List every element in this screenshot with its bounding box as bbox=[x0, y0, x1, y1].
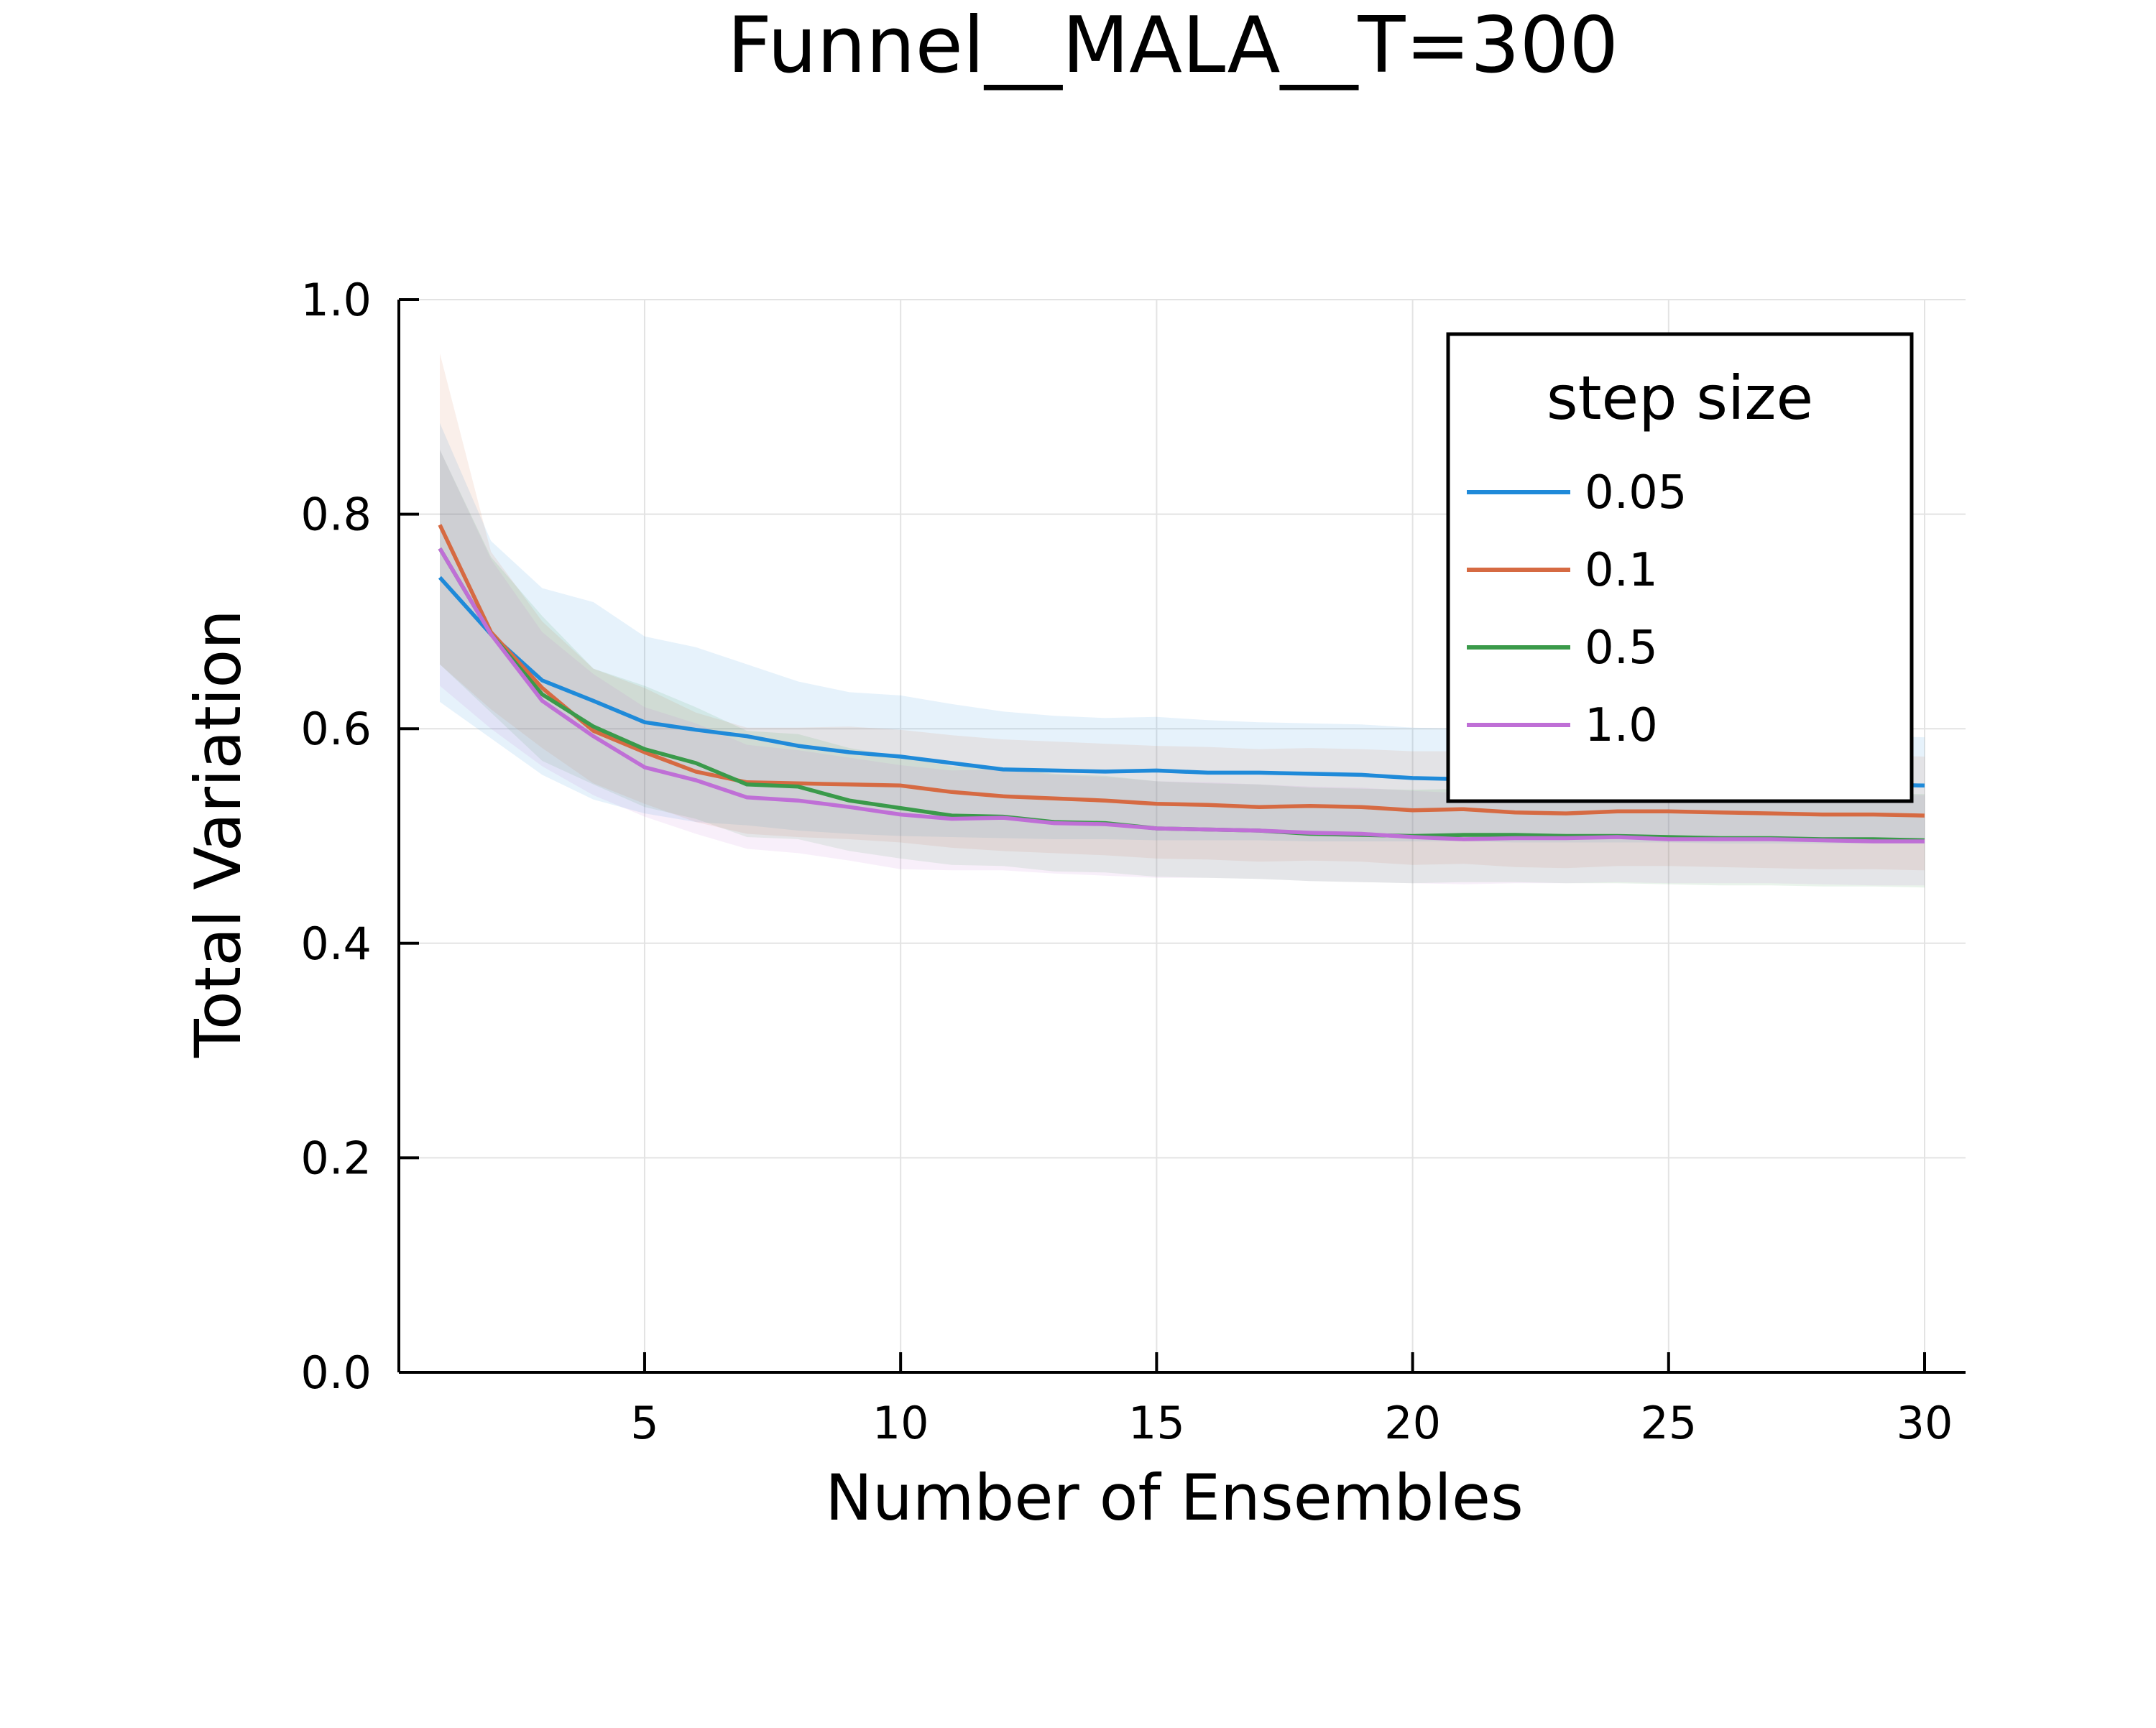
legend-label-0_1: 0.1 bbox=[1585, 544, 1658, 597]
confidence-band-1_0 bbox=[440, 450, 1925, 886]
series-line-1_0 bbox=[438, 547, 1925, 844]
x-tick-label: 20 bbox=[1384, 1397, 1441, 1449]
x-tick-label: 15 bbox=[1128, 1397, 1185, 1449]
x-axis-label: Number of Ensembles bbox=[825, 1461, 1524, 1535]
series-line-0_1 bbox=[438, 524, 1925, 818]
legend-label-1_0: 1.0 bbox=[1585, 699, 1658, 752]
axis-layer: 0.0 0.2 0.4 0.6 0.8 1.0 5 10 15 20 25 30 bbox=[300, 274, 1966, 1449]
x-tick-label: 30 bbox=[1897, 1397, 1953, 1449]
y-axis-label: Total Variation bbox=[181, 609, 255, 1058]
x-tick-label: 10 bbox=[872, 1397, 929, 1449]
legend: step size 0.05 0.1 0.5 1.0 bbox=[1446, 332, 1914, 803]
confidence-band-0_5 bbox=[440, 450, 1925, 888]
legend-label-0_5: 0.5 bbox=[1585, 622, 1658, 675]
x-tick-label: 25 bbox=[1640, 1397, 1697, 1449]
y-tick-label: 0.0 bbox=[300, 1346, 372, 1399]
confidence-band-0_1 bbox=[440, 353, 1925, 871]
y-tick-label: 1.0 bbox=[300, 274, 372, 326]
y-tick-label: 0.4 bbox=[300, 918, 372, 970]
y-tick-label: 0.8 bbox=[300, 489, 372, 541]
y-tick-label: 0.2 bbox=[300, 1132, 372, 1184]
chart-title: Funnel__MALA__T=300 bbox=[727, 1, 1618, 91]
x-tick-label: 5 bbox=[630, 1397, 658, 1449]
y-tick-label: 0.6 bbox=[300, 703, 372, 755]
legend-label-0_05: 0.05 bbox=[1585, 466, 1687, 519]
legend-title: step size bbox=[1547, 363, 1813, 433]
